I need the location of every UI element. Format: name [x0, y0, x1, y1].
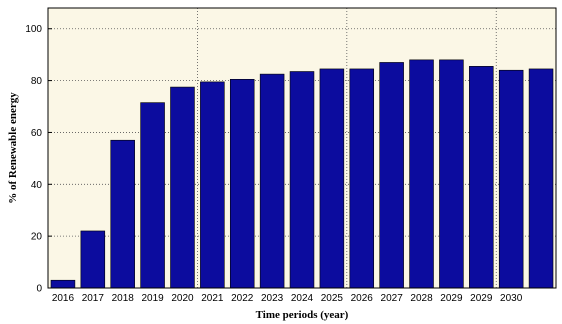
x-tick-label: 2018	[112, 293, 135, 304]
y-tick-label: 60	[31, 128, 43, 139]
x-tick-label: 2029	[470, 293, 493, 304]
x-tick-label: 2029	[440, 293, 463, 304]
bar	[349, 68, 375, 289]
x-axis-ticks: 2016 2017 2018 2019 2020 2021 2022 2023 2024 2025…	[52, 293, 523, 304]
bar	[170, 86, 195, 289]
x-tick-label: 2025	[321, 293, 344, 304]
bar	[289, 71, 315, 289]
x-tick-label: 2023	[261, 293, 284, 304]
bar	[528, 68, 554, 289]
bar	[439, 59, 464, 289]
x-tick-label: 2022	[231, 293, 254, 304]
x-tick-label: 2026	[351, 293, 374, 304]
bar	[140, 102, 165, 289]
y-axis-label: % of Renewable energy	[7, 92, 19, 204]
bar	[409, 59, 434, 289]
x-tick-label: 2019	[141, 293, 164, 304]
bar	[110, 139, 135, 289]
y-tick-label: 40	[31, 180, 43, 191]
bar	[498, 69, 524, 289]
x-axis-label: Time periods (year)	[256, 309, 349, 321]
bar	[229, 78, 255, 289]
y-axis-ticks: 0 20 40 60 80 100	[25, 24, 52, 295]
y-tick-label: 20	[31, 232, 43, 243]
y-tick-label: 0	[36, 284, 42, 295]
x-tick-label: 2024	[291, 293, 314, 304]
bar	[80, 230, 106, 289]
x-tick-label: 2020	[171, 293, 194, 304]
bar	[200, 81, 225, 289]
x-tick-label: 2027	[381, 293, 404, 304]
y-tick-label: 100	[25, 24, 42, 35]
x-tick-label: 2017	[82, 293, 105, 304]
x-tick-label: 2030	[500, 293, 523, 304]
x-tick-label: 2016	[52, 293, 75, 304]
y-tick-label: 80	[31, 76, 43, 87]
bar	[319, 68, 345, 289]
bar	[259, 73, 285, 289]
x-tick-label: 2021	[201, 293, 224, 304]
bar	[50, 279, 76, 289]
x-tick-label: 2028	[410, 293, 433, 304]
bar	[379, 62, 404, 289]
bar	[469, 66, 494, 289]
plot-frame	[47, 7, 557, 289]
